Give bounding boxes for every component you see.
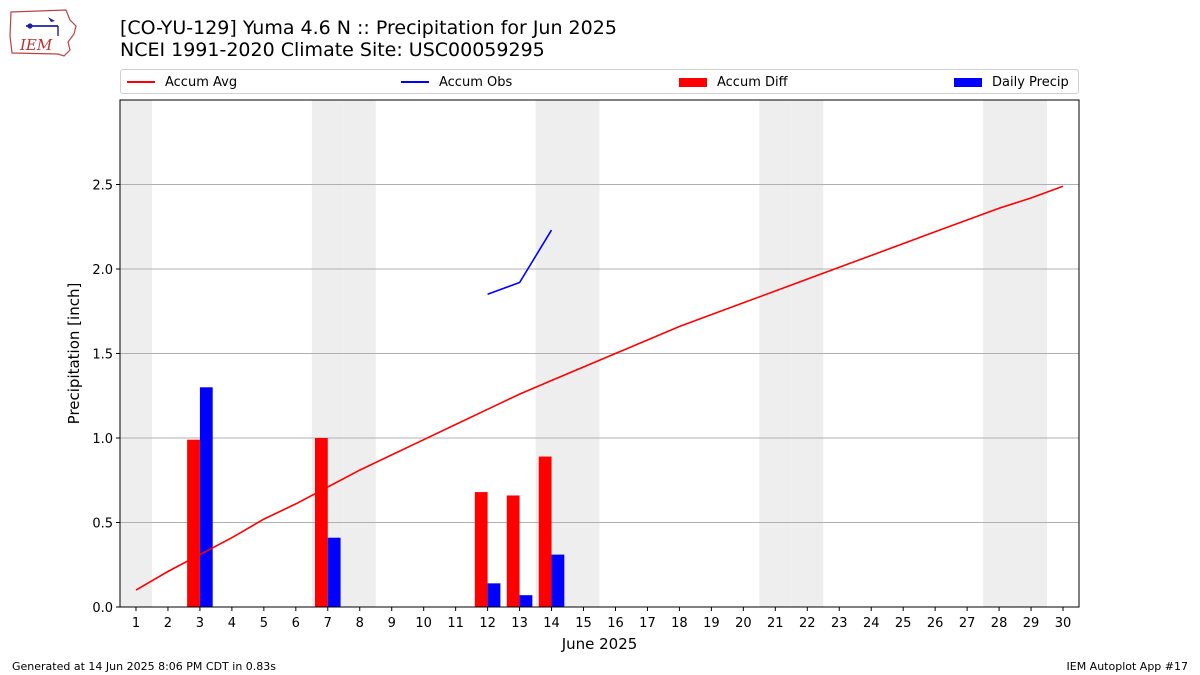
- x-tick-label: 12: [479, 616, 496, 631]
- legend-item-accum-diff: Accum Diff: [679, 73, 788, 91]
- legend-label: Daily Precip: [992, 74, 1069, 90]
- logo-text: IEM: [19, 36, 53, 54]
- iem-logo: IEM: [9, 9, 77, 57]
- legend-item-accum-obs: Accum Obs: [401, 73, 512, 91]
- x-tick-label: 8: [356, 616, 364, 631]
- y-axis-label: Precipitation [inch]: [65, 283, 83, 425]
- bar-accum-diff: [506, 495, 520, 607]
- x-tick-label: 7: [324, 616, 332, 631]
- bar-accum-diff: [187, 439, 200, 607]
- y-tick-label: 1.5: [92, 348, 113, 363]
- x-tick-label: 1: [132, 616, 140, 631]
- legend-swatch: [954, 77, 982, 87]
- bar-daily-precip: [487, 583, 501, 607]
- x-tick-label: 18: [671, 616, 688, 631]
- legend-swatch: [127, 81, 155, 83]
- plot-frame: [119, 99, 1080, 608]
- x-tick-label: 23: [831, 616, 848, 631]
- y-tick-label: 0.0: [92, 601, 113, 616]
- bar-daily-precip: [551, 554, 565, 607]
- legend-label: Accum Avg: [165, 74, 238, 90]
- title-line-2: NCEI 1991-2020 Climate Site: USC00059295: [120, 39, 545, 61]
- bar-daily-precip: [519, 595, 533, 607]
- bar-accum-diff: [474, 492, 488, 607]
- line-accum-obs: [487, 229, 553, 296]
- x-axis-label: June 2025: [561, 635, 638, 653]
- x-tick-label: 9: [388, 616, 396, 631]
- weekend-shade: [1015, 100, 1048, 607]
- x-tick-label: 13: [511, 616, 528, 631]
- x-tick-label: 22: [799, 616, 816, 631]
- x-tick-label: 6: [292, 616, 300, 631]
- weekend-shade: [791, 100, 824, 607]
- weekend-shade: [311, 100, 344, 607]
- legend-label: Accum Diff: [717, 74, 788, 90]
- y-tick-label: 1.0: [92, 432, 113, 447]
- x-tick-label: 4: [228, 616, 236, 631]
- generated-footer: Generated at 14 Jun 2025 8:06 PM CDT in …: [12, 660, 277, 673]
- weekend-shade: [759, 100, 792, 607]
- x-tick-label: 28: [991, 616, 1008, 631]
- legend-item-accum-avg: Accum Avg: [127, 73, 237, 91]
- weekend-shade: [120, 100, 152, 607]
- weekend-shade: [983, 100, 1016, 607]
- title-line-1: [CO-YU-129] Yuma 4.6 N :: Precipitation …: [120, 17, 617, 39]
- x-tick-label: 3: [196, 616, 204, 631]
- x-tick-label: 30: [1055, 616, 1072, 631]
- chart-title: [CO-YU-129] Yuma 4.6 N :: Precipitation …: [120, 17, 617, 61]
- weekend-shade: [343, 100, 376, 607]
- x-tick-label: 26: [927, 616, 944, 631]
- legend-swatch: [679, 77, 707, 87]
- x-tick-label: 11: [447, 616, 464, 631]
- legend-item-daily-precip: Daily Precip: [954, 73, 1069, 91]
- x-tick-label: 14: [543, 616, 560, 631]
- legend-label: Accum Obs: [439, 74, 513, 90]
- x-tick-label: 24: [863, 616, 880, 631]
- y-tick-label: 0.5: [92, 517, 113, 532]
- iowa-outline: [9, 9, 77, 57]
- x-tick-label: 17: [639, 616, 656, 631]
- legend-swatch: [401, 81, 429, 83]
- line-accum-avg: [135, 185, 1064, 591]
- y-tick-label: 2.5: [92, 179, 113, 194]
- y-tick-label: 2.0: [92, 263, 113, 278]
- weekend-shade: [567, 100, 600, 607]
- weekend-shade: [535, 100, 568, 607]
- x-tick-label: 2: [164, 616, 172, 631]
- bar-daily-precip: [327, 537, 341, 607]
- x-tick-label: 20: [735, 616, 752, 631]
- bar-accum-diff: [538, 456, 552, 607]
- x-tick-label: 21: [767, 616, 784, 631]
- bar-accum-diff: [314, 438, 328, 607]
- x-tick-label: 16: [607, 616, 624, 631]
- x-tick-label: 15: [575, 616, 592, 631]
- x-tick-label: 19: [703, 616, 720, 631]
- x-tick-label: 27: [959, 616, 976, 631]
- app-footer: IEM Autoplot App #17: [1066, 660, 1189, 673]
- chart-legend: Accum Avg Accum Obs Accum Diff Daily Pre…: [120, 69, 1079, 94]
- x-tick-label: 29: [1023, 616, 1040, 631]
- bar-daily-precip: [199, 387, 213, 607]
- x-tick-label: 5: [260, 616, 268, 631]
- x-tick-label: 25: [895, 616, 912, 631]
- x-tick-label: 10: [415, 616, 432, 631]
